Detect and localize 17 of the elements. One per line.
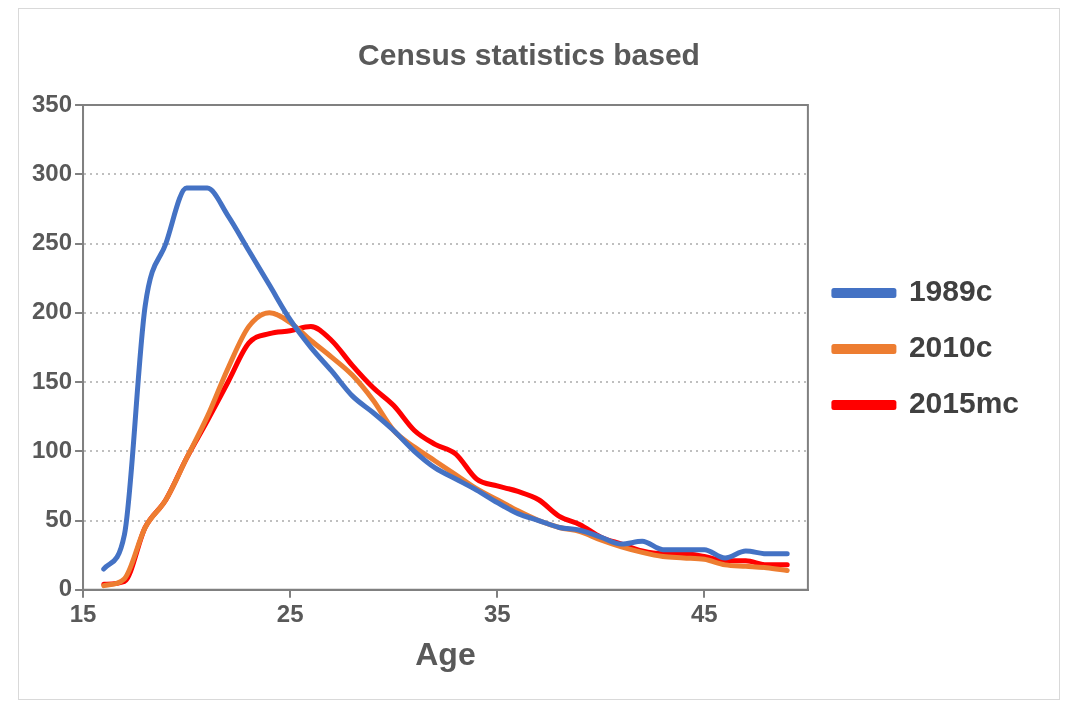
x-tick-label: 15 xyxy=(69,599,97,627)
y-tick-label: 150 xyxy=(32,366,73,394)
y-tick-label: 350 xyxy=(32,89,73,117)
x-tick-label: 45 xyxy=(691,599,718,627)
y-tick-label: 250 xyxy=(32,228,73,256)
legend-label: 2015mc xyxy=(908,386,1020,420)
chart-title: Census statistics based xyxy=(358,38,700,72)
y-tick-label: 50 xyxy=(45,505,73,533)
x-tick-label: 35 xyxy=(483,599,511,627)
y-tick-label: 300 xyxy=(32,158,73,186)
y-tick-label: 0 xyxy=(58,574,73,602)
x-tick-label: 25 xyxy=(276,599,304,627)
legend-label: 2010c xyxy=(908,330,993,364)
y-tick-label: 200 xyxy=(32,297,73,325)
legend-label: 1989c xyxy=(908,274,993,308)
y-tick-label: 100 xyxy=(32,435,73,463)
x-axis-title: Age xyxy=(415,635,476,672)
